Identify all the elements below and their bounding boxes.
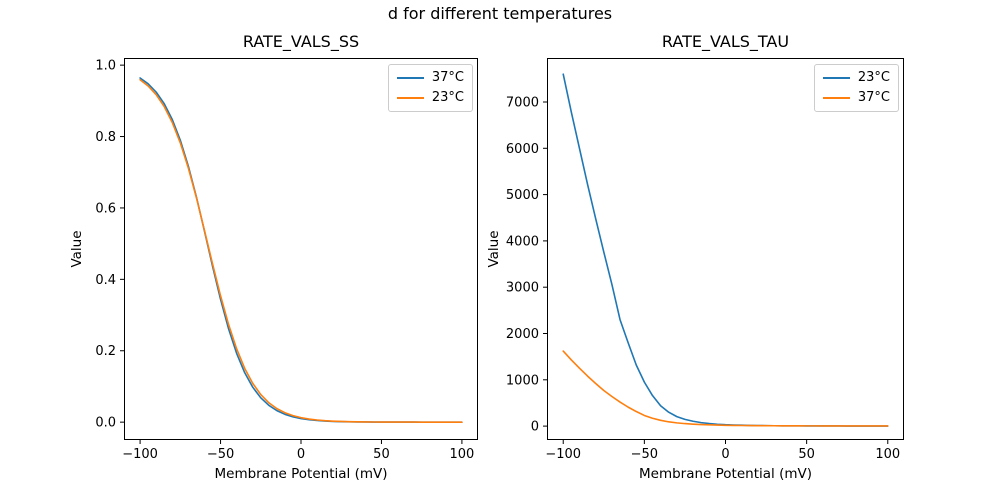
y-tick-label: 0 [531, 420, 539, 435]
subplot-ss-y-axis-label: Value [69, 230, 85, 268]
subplot-tau-legend: 23°C 37°C [813, 64, 899, 112]
legend-item: 23°C [822, 70, 890, 86]
series-line-23c [139, 78, 463, 423]
x-tick-label: 50 [798, 447, 815, 462]
axes-spines [124, 58, 478, 440]
x-tick-label: 0 [297, 447, 305, 462]
legend-item: 37°C [822, 90, 890, 106]
x-tick-label: 100 [875, 447, 900, 462]
y-tick-label: 2000 [506, 327, 539, 342]
y-tick-label: 7000 [506, 95, 539, 110]
x-tick-label: −100 [545, 447, 581, 462]
y-tick-label: 0.6 [95, 201, 116, 216]
axes-spines [547, 58, 904, 440]
figure-suptitle: d for different temperatures [387, 4, 613, 23]
legend-line-swatch [396, 77, 424, 79]
legend-line-swatch [396, 97, 424, 99]
y-tick-label: 1000 [506, 373, 539, 388]
y-tick-label: 3000 [506, 281, 539, 296]
y-tick-label: 0.4 [95, 273, 116, 288]
y-tick-label: 5000 [506, 188, 539, 203]
subplot-tau-title: RATE_VALS_TAU [661, 32, 790, 51]
x-tick-label: 0 [721, 447, 729, 462]
x-tick-label: −100 [122, 447, 158, 462]
subplot-tau-canvas: −100 −50 0 50 100010002000300040005000600070… [506, 58, 904, 462]
y-tick-label: 0.8 [95, 130, 116, 145]
x-tick-label: 100 [449, 447, 474, 462]
x-tick-label: 50 [373, 447, 390, 462]
subplot-tau-x-axis-label: Membrane Potential (mV) [638, 466, 812, 482]
series-line-37c [562, 350, 889, 427]
x-tick-label: −50 [207, 447, 234, 462]
subplot-ss-canvas: −100 −50 0 50 100 0.0 0.2 0.4 0.6 0.8 1.0 [95, 58, 478, 462]
subplot-ss-plot-area: −100 −50 0 50 100 0.0 0.2 0.4 0.6 0.8 1.0 37°C 23°… [95, 58, 478, 462]
subplot-tau-y-axis-label: Value [486, 230, 502, 268]
subplot-ss-title: RATE_VALS_SS [242, 32, 360, 51]
series-line-37c [139, 77, 463, 423]
x-tick-label: −50 [631, 447, 658, 462]
subplot-ss-x-axis-label: Membrane Potential (mV) [214, 466, 388, 482]
series-line-23c [562, 73, 889, 427]
legend-line-swatch [822, 97, 850, 99]
y-tick-label: 1.0 [95, 59, 116, 74]
legend-label: 23°C [431, 90, 464, 105]
legend-label: 23°C [857, 70, 890, 85]
y-tick-label: 6000 [506, 142, 539, 157]
legend-item: 23°C [396, 90, 464, 106]
y-tick-label: 4000 [506, 234, 539, 249]
legend-item: 37°C [396, 70, 464, 86]
subplot-ss-legend: 37°C 23°C [387, 64, 473, 112]
y-tick-label: 0.0 [95, 416, 116, 431]
legend-label: 37°C [431, 70, 464, 85]
subplot-tau-plot-area: −100 −50 0 50 100 0 1000 2000 3000 4000 5000 6000 70… [506, 58, 904, 462]
legend-line-swatch [822, 77, 850, 79]
y-tick-label: 0.2 [95, 344, 116, 359]
legend-label: 37°C [857, 90, 890, 105]
